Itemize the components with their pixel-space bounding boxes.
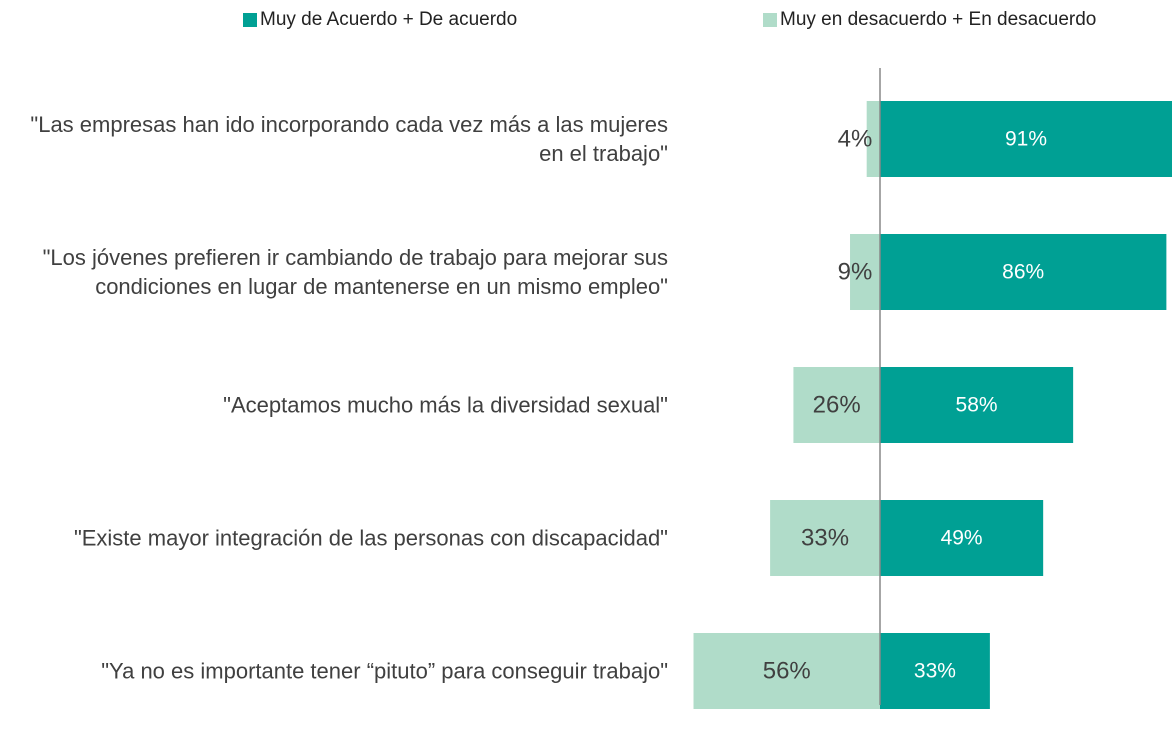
bar: [880, 500, 1044, 576]
bar: [693, 633, 880, 709]
category-label: "Existe mayor integración de las persona…: [73, 525, 668, 551]
legend-label: Muy de Acuerdo + De acuerdo: [260, 9, 518, 30]
bar: [880, 234, 1167, 310]
category-label: "Los jóvenes prefieren ir cambiando de t…: [42, 245, 668, 299]
category-label: "Aceptamos mucho más la diversidad sexua…: [223, 392, 668, 418]
bar: [866, 101, 880, 177]
data-label: 58%: [956, 394, 998, 417]
bar: [880, 101, 1172, 177]
data-label: 33%: [801, 524, 849, 551]
bar: [793, 367, 880, 443]
data-label: 86%: [1002, 261, 1044, 284]
data-label: 49%: [941, 527, 983, 550]
legend-label: Muy en desacuerdo + En desacuerdo: [780, 9, 1097, 30]
category-label: "Ya no es importante tener “pituto” para…: [101, 658, 668, 684]
bar: [880, 367, 1074, 443]
legend-swatch: [243, 13, 257, 27]
data-label: 91%: [1005, 128, 1047, 151]
data-label: 4%: [838, 125, 873, 152]
bar: [850, 234, 880, 310]
bar: [770, 500, 880, 576]
data-label: 33%: [914, 660, 956, 683]
data-label: 26%: [813, 391, 861, 418]
bar: [880, 633, 990, 709]
category-label: "Las empresas han ido incorporando cada …: [30, 112, 668, 166]
legend-swatch: [763, 13, 777, 27]
data-label: 56%: [763, 657, 811, 684]
data-label: 9%: [838, 258, 873, 285]
